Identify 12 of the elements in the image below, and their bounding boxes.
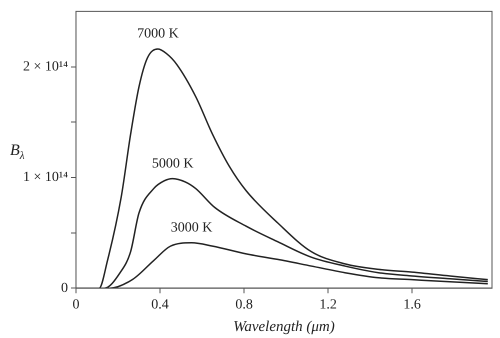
x-tick-label: 0.8 [235,297,253,312]
y-tick-label: 0 [60,280,68,296]
x-axis-title: Wavelength (μm) [233,318,335,335]
x-tick-label: 0 [72,297,80,312]
x-tick-label: 1.6 [403,297,421,312]
series-label: 7000 K [137,26,179,42]
series-label: 3000 K [170,220,212,236]
x-tick-label: 1.2 [319,297,337,312]
y-tick-label: 1 × 10¹⁴ [22,170,68,186]
series-label: 5000 K [152,156,194,172]
x-tick-label: 0.4 [151,297,169,312]
y-tick-label: 2 × 10¹⁴ [22,59,68,74]
